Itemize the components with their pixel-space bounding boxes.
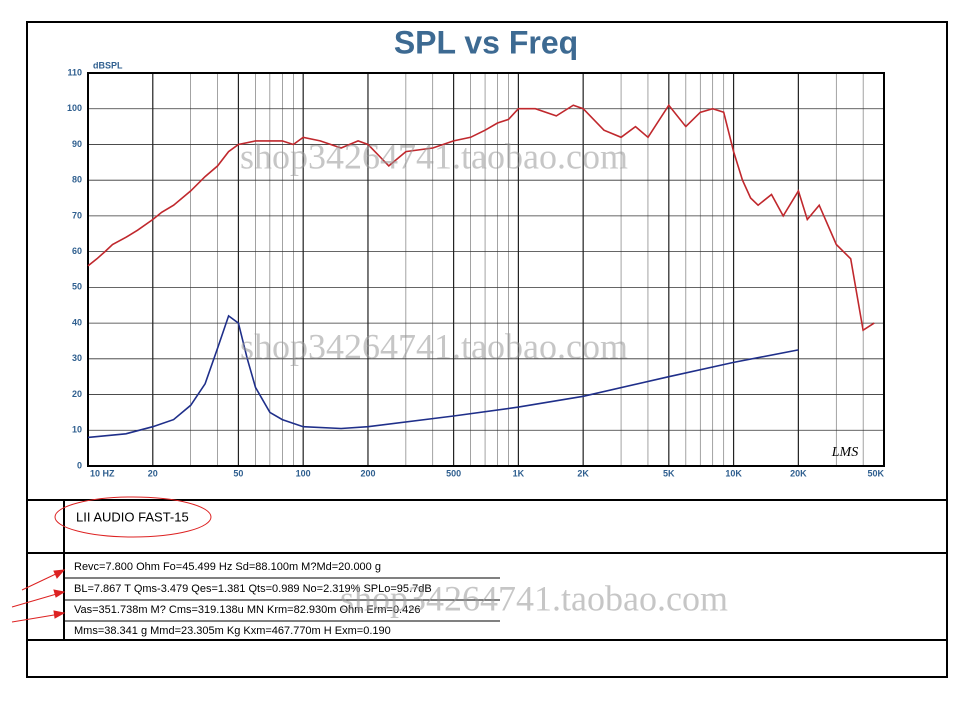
y-tick-label: 90	[72, 139, 82, 149]
watermark: shop34264741.taobao.com	[340, 578, 728, 618]
watermark: shop34264741.taobao.com	[240, 136, 628, 176]
y-tick-label: 30	[72, 353, 82, 363]
parameter: Revc=7.800 Ohm Fo=45.499 Hz Sd=88.100m M…	[74, 561, 381, 573]
x-tick-label: 2K	[577, 468, 589, 478]
logo: LMS	[831, 445, 858, 460]
y-tick-label: 60	[72, 246, 82, 256]
frame	[26, 21, 948, 678]
x-tick-label: 1K	[513, 468, 525, 478]
annotation-arrows	[11, 569, 66, 623]
series-line	[87, 103, 875, 332]
model-name: LII AUDIO FAST-15	[76, 509, 189, 524]
y-tick-label: 70	[72, 210, 82, 220]
plot: 0 10 20 30 40 50 60 70 80 90 100 110 10 HZ 20 50 100 200…	[67, 67, 885, 478]
y-tick-label: 100	[67, 103, 82, 113]
parameter: Vas=351.738m M? Cms=319.138u MN Krm=82.9…	[74, 604, 420, 616]
y-axis-label: dBSPL	[93, 60, 123, 70]
y-tick-label: 20	[72, 389, 82, 399]
x-tick-label: 50K	[867, 468, 884, 478]
x-tick-label: 500	[446, 468, 461, 478]
parameter: BL=7.867 T Qms-3.479 Qes=1.381 Qts=0.989…	[74, 583, 432, 595]
y-tick-label: 0	[77, 460, 82, 470]
y-tick-label: 110	[67, 67, 82, 77]
plot-border	[87, 72, 885, 467]
watermark: shop34264741.taobao.com	[240, 326, 628, 366]
x-tick-label: 10K	[725, 468, 742, 478]
plot-background	[88, 73, 884, 466]
y-tick-label: 10	[72, 425, 82, 435]
x-tick-label: 20	[148, 468, 158, 478]
x-tick-label: 10 HZ	[90, 468, 115, 478]
series-line	[87, 314, 799, 439]
parameter: Mms=38.341 g Mmd=23.305m Kg Kxm=467.770m…	[74, 625, 391, 637]
annotation-ellipse	[54, 496, 212, 538]
x-tick-label: 5K	[663, 468, 675, 478]
x-tick-label: 20K	[790, 468, 807, 478]
y-tick-label: 40	[72, 317, 82, 327]
chart-title: SPL vs Freq	[394, 24, 578, 60]
x-tick-label: 200	[360, 468, 375, 478]
x-tick-label: 100	[296, 468, 311, 478]
y-tick-label: 50	[72, 282, 82, 292]
y-tick-label: 80	[72, 175, 82, 185]
x-tick-label: 50	[233, 468, 243, 478]
